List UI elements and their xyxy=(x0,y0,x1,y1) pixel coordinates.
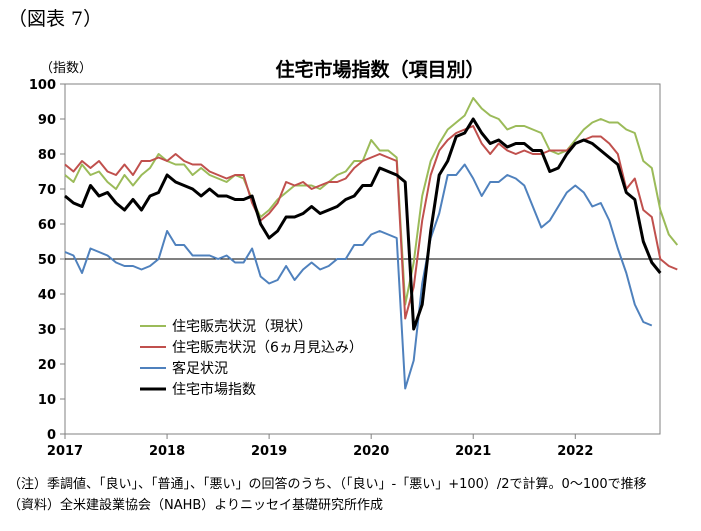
y-tick-label: 0 xyxy=(47,428,56,443)
line-chart: 住宅市場指数（項目別） （指数） 0102030405060708090100 … xyxy=(29,58,679,459)
y-tick-label: 100 xyxy=(29,78,56,93)
note-text: （注）季調値、「良い」、「普通」、「悪い」の回答のうち、（「良い」-「悪い」+1… xyxy=(8,477,647,492)
series-lines xyxy=(64,97,679,390)
y-tick-label: 60 xyxy=(38,218,56,233)
x-tick-label: 2021 xyxy=(455,444,491,459)
x-tick-label: 2018 xyxy=(149,444,185,459)
legend-label: 客足状況 xyxy=(172,360,228,377)
series-line-2 xyxy=(64,163,653,390)
y-tick-label: 40 xyxy=(38,288,56,303)
y-tick-label: 80 xyxy=(38,148,56,163)
x-axis: 2017 2018 2019 2020 2021 2022 xyxy=(47,434,593,459)
y-tick-label: 30 xyxy=(38,323,56,338)
chart-title: 住宅市場指数（項目別） xyxy=(275,58,484,81)
y-tick-label: 10 xyxy=(38,393,56,408)
legend-label: 住宅販売状況（6ヵ月見込み） xyxy=(172,340,363,356)
figure-label: （図表 7） xyxy=(8,8,103,30)
y-axis: 0 10 20 30 40 50 60 70 80 90 100 xyxy=(29,78,65,443)
x-tick-label: 2017 xyxy=(47,444,83,459)
series-line-1 xyxy=(64,125,678,320)
y-axis-label: （指数） xyxy=(40,61,92,76)
y-tick-label: 20 xyxy=(38,358,56,373)
source-text: （資料）全米建設業協会（NAHB）よりニッセイ基礎研究所作成 xyxy=(8,498,384,513)
y-tick-label: 50 xyxy=(38,253,56,268)
x-tick-label: 2019 xyxy=(251,444,287,459)
series-line-3 xyxy=(64,117,662,331)
series-line-0 xyxy=(64,97,679,306)
x-tick-label: 2022 xyxy=(557,444,593,459)
legend-label: 住宅販売状況（現状） xyxy=(172,319,312,335)
legend-label: 住宅市場指数 xyxy=(172,381,256,398)
y-tick-label: 70 xyxy=(38,183,56,198)
x-tick-label: 2020 xyxy=(353,444,389,459)
y-tick-label: 90 xyxy=(38,113,56,128)
